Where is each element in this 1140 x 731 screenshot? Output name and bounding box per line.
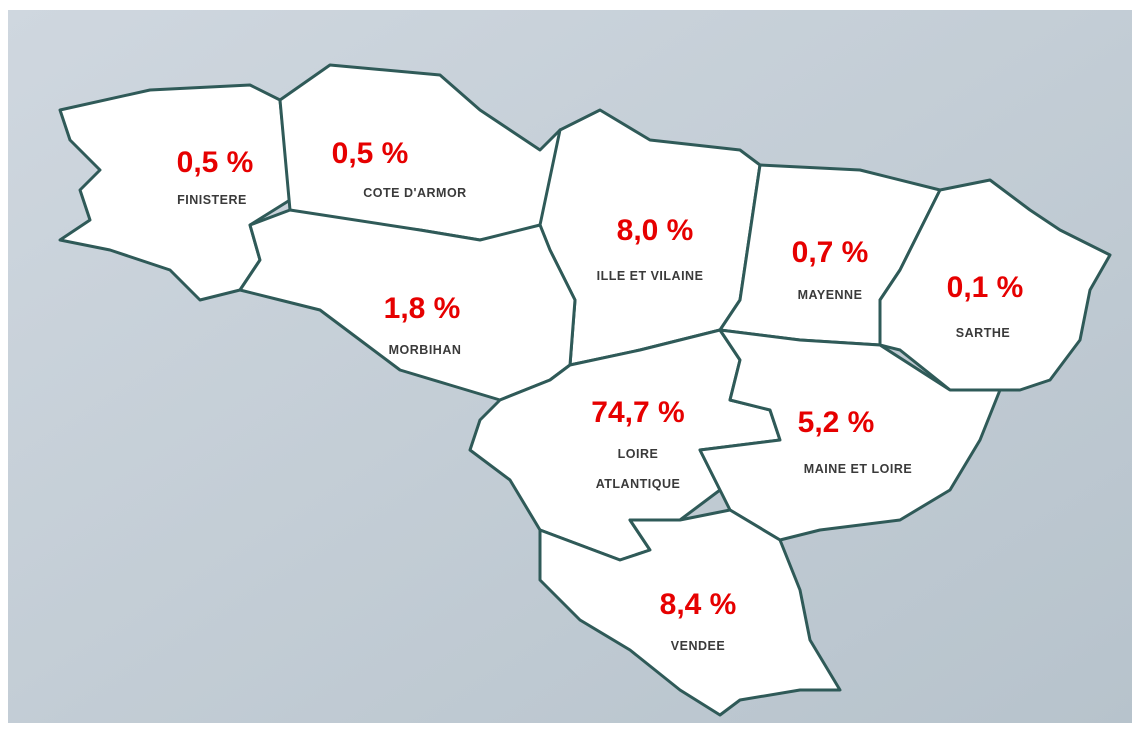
- region-name: MAYENNE: [798, 288, 863, 302]
- region-share: 0,5 %: [332, 137, 409, 170]
- vendee-shape: [538, 508, 842, 717]
- maine-et-loire-shape: [698, 328, 1002, 542]
- region-share: 1,8 %: [384, 292, 461, 325]
- regions: [58, 63, 1112, 717]
- region-name: ATLANTIQUE: [596, 477, 681, 491]
- region-name: MAINE ET LOIRE: [804, 462, 912, 476]
- region-share: 8,4 %: [660, 588, 737, 621]
- region-share: 74,7 %: [591, 396, 684, 429]
- region-share: 0,1 %: [947, 271, 1024, 304]
- region-share: 0,7 %: [792, 236, 869, 269]
- region-name: MORBIHAN: [389, 343, 462, 357]
- region-name: ILLE ET VILAINE: [597, 269, 704, 283]
- region-name: LOIRE: [618, 447, 659, 461]
- sarthe-shape: [878, 178, 1112, 392]
- region-name: SARTHE: [956, 326, 1010, 340]
- finistere-shape: [58, 83, 292, 302]
- region-name: COTE D'ARMOR: [363, 186, 466, 200]
- region-share: 5,2 %: [798, 406, 875, 439]
- region-name: VENDEE: [671, 639, 725, 653]
- region-share: 8,0 %: [617, 214, 694, 247]
- region-share: 0,5 %: [177, 146, 254, 179]
- labels: 0,5 % FINISTERE 0,5 % COTE D'ARMOR 8,0 % ILLE…: [177, 137, 1024, 653]
- region-name: FINISTERE: [177, 193, 247, 207]
